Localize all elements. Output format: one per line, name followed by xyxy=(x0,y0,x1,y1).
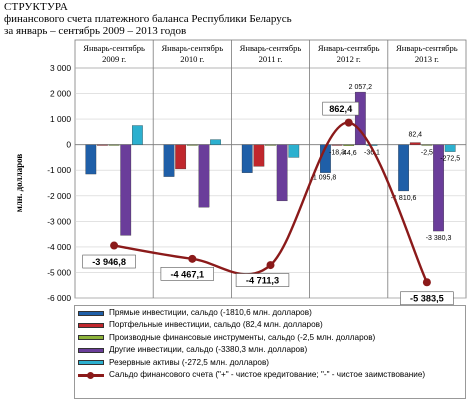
y-tick-label: -6 000 xyxy=(47,293,71,303)
bar-reserve xyxy=(366,144,378,146)
bar-reserve xyxy=(288,144,300,158)
legend-swatch xyxy=(78,335,104,341)
bar-data-label: -36,1 xyxy=(364,150,380,157)
balance-data-label: 862,4 xyxy=(329,104,353,114)
balance-point xyxy=(188,254,197,263)
bar-other xyxy=(433,144,444,232)
balance-label-box xyxy=(400,291,454,306)
legend-label: Другие инвестиции, сальдо (-3380,3 млн. … xyxy=(109,345,308,355)
bar-data-label: -2,5 xyxy=(421,149,433,156)
balance-point xyxy=(266,261,275,270)
legend-swatch xyxy=(78,347,104,353)
bar-data-label: -1 810,6 xyxy=(391,195,417,202)
balance-label-box xyxy=(235,273,290,287)
bar-direct xyxy=(85,144,97,175)
y-tick-label: -5 000 xyxy=(47,267,71,277)
legend-label: Резервные активы (-272,5 млн. долларов) xyxy=(109,357,270,367)
bar-data-label: -272,5 xyxy=(440,156,460,163)
bar-portfolio xyxy=(331,144,343,146)
bar-derivatives xyxy=(343,144,355,146)
title-line-3: за январь – сентябрь 2009 – 2013 годов xyxy=(4,25,187,37)
legend-label: Портфельные инвестиции, сальдо (82,4 млн… xyxy=(109,320,323,330)
bar-data-label: -18,3 xyxy=(329,149,345,156)
bar-derivatives xyxy=(186,144,198,146)
category-label-line2: 2012 г. xyxy=(337,54,361,64)
balance-data-label: -5 383,5 xyxy=(410,294,444,304)
y-tick-label: 1 000 xyxy=(50,114,71,124)
balance-label-box xyxy=(82,254,136,269)
balance-label-box xyxy=(160,267,214,281)
balance-data-label: -4 711,3 xyxy=(246,276,279,286)
bar-reserve xyxy=(210,139,221,145)
legend-frame xyxy=(74,305,466,399)
y-tick-label: 3 000 xyxy=(50,63,71,73)
category-label-line2: 2011 г. xyxy=(259,54,283,64)
balance-point xyxy=(344,118,353,127)
category-label-line1: Январь-сентябрь xyxy=(240,43,302,53)
bar-reserve xyxy=(444,144,456,152)
bar-data-label: 82,4 xyxy=(408,132,422,139)
bar-direct xyxy=(241,144,253,173)
bar-other xyxy=(198,144,210,208)
y-tick-label: 0 xyxy=(66,140,71,150)
legend-item-portfolio: Портфельные инвестиции, сальдо (82,4 млн… xyxy=(78,319,425,331)
bar-data-label: -1 095,8 xyxy=(311,175,337,182)
bar-data-label: 2 057,2 xyxy=(349,84,372,91)
bar-direct xyxy=(398,144,409,192)
legend-label: Сальдо финансового счета ("+" - чистое к… xyxy=(109,369,426,379)
bar-other xyxy=(276,144,288,202)
legend-label: Производные финансовые инструменты, саль… xyxy=(109,332,376,342)
bar-portfolio xyxy=(175,144,187,170)
title-line-2: финансового счета платежного баланса Рес… xyxy=(4,13,292,25)
legend-item-direct: Прямые инвестиции, сальдо (-1810,6 млн. … xyxy=(78,307,425,319)
legend-swatch xyxy=(78,323,104,329)
title-line-1: СТРУКТУРА xyxy=(4,1,68,13)
balance-point xyxy=(110,241,119,250)
legend-label: Прямые инвестиции, сальдо (-1810,6 млн. … xyxy=(109,308,312,317)
bar-reserve xyxy=(132,125,143,145)
bar-derivatives xyxy=(421,144,433,146)
category-label-line1: Январь-сентябрь xyxy=(318,43,380,53)
category-label-line2: 2009 г. xyxy=(102,54,126,64)
bar-derivatives xyxy=(265,144,276,146)
legend-item-reserve: Резервные активы (-272,5 млн. долларов) xyxy=(78,357,425,369)
bar-other xyxy=(120,144,132,236)
balance-point xyxy=(422,278,431,287)
y-tick-label: -3 000 xyxy=(47,216,71,226)
balance-line xyxy=(113,121,428,283)
balance-data-label: -3 946,8 xyxy=(92,257,126,267)
category-label-line2: 2013 г. xyxy=(415,54,439,64)
y-axis-label: млн. долларов xyxy=(14,154,24,213)
chart-title-block: СТРУКТУРА финансового счета платежного б… xyxy=(4,1,292,37)
balance-data-label: -4 467,1 xyxy=(170,269,204,279)
legend-swatch xyxy=(78,310,104,316)
legend-line-marker xyxy=(78,370,104,380)
legend-swatch xyxy=(78,360,104,366)
y-tick-label: 2 000 xyxy=(50,89,71,99)
chart-legend: Прямые инвестиции, сальдо (-1810,6 млн. … xyxy=(78,307,425,381)
bar-other xyxy=(354,91,366,145)
bar-portfolio xyxy=(409,142,421,145)
y-tick-label: -4 000 xyxy=(47,242,71,252)
category-label-line1: Январь-сентябрь xyxy=(83,43,145,53)
bar-data-label: -44,6 xyxy=(341,150,357,157)
bar-derivatives xyxy=(108,144,120,146)
legend-item-other: Другие инвестиции, сальдо (-3380,3 млн. … xyxy=(78,344,425,356)
bar-portfolio xyxy=(253,144,265,167)
category-label-line1: Январь-сентябрь xyxy=(161,43,223,53)
bar-direct xyxy=(163,144,175,177)
y-tick-label: -1 000 xyxy=(47,165,71,175)
category-label-line2: 2010 г. xyxy=(180,54,204,64)
legend-item-balance: Сальдо финансового счета ("+" - чистое к… xyxy=(78,369,425,381)
balance-label-box xyxy=(322,101,360,116)
legend-item-derivatives: Производные финансовые инструменты, саль… xyxy=(78,332,425,344)
bar-data-label: -3 380,3 xyxy=(426,235,452,242)
y-tick-label: -2 000 xyxy=(47,191,71,201)
bar-portfolio xyxy=(97,144,108,146)
category-label-line1: Январь-сентябрь xyxy=(396,43,458,53)
